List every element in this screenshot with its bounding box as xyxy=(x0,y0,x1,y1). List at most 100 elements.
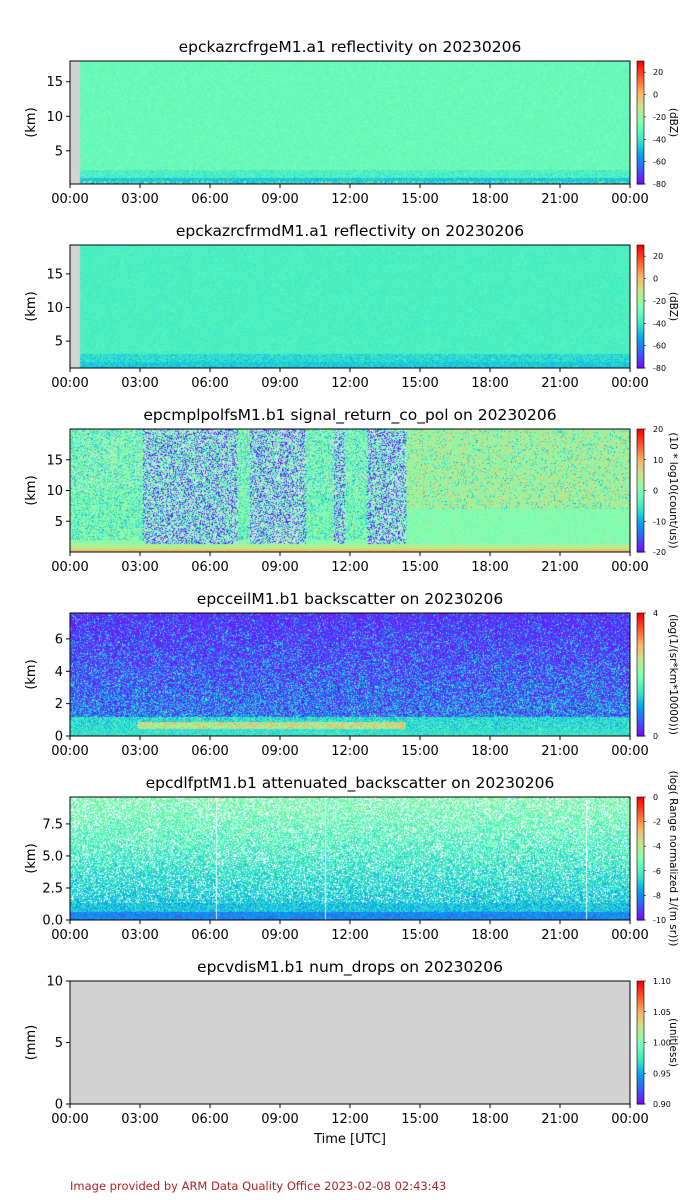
y-axis-label: (km) xyxy=(24,475,39,505)
colorbar-swatch xyxy=(637,868,644,872)
y-tick-label: 2.5 xyxy=(42,881,63,896)
colorbar-swatch xyxy=(637,155,644,158)
colorbar-swatch xyxy=(637,817,644,821)
colorbar-swatch xyxy=(637,703,644,706)
panel-title: epcmplpolfsM1.b1 signal_return_co_pol on… xyxy=(143,406,556,425)
colorbar-swatch xyxy=(637,263,644,267)
colorbar-swatch xyxy=(637,165,644,169)
x-tick-label: 15:00 xyxy=(401,192,438,207)
colorbar-swatch xyxy=(637,690,644,694)
colorbar-tick-label: -60 xyxy=(653,158,666,167)
colorbar-swatch xyxy=(637,799,644,802)
colorbar-swatch xyxy=(637,1024,644,1027)
colorbar-tick-label: 0 xyxy=(653,487,658,496)
colorbar-swatch xyxy=(637,463,644,467)
colorbar-swatch xyxy=(637,175,644,179)
colorbar-swatch xyxy=(637,1017,644,1021)
y-tick-label: 5 xyxy=(55,144,63,159)
colorbar-swatch xyxy=(637,864,644,868)
colorbar-swatch xyxy=(637,850,644,853)
colorbar-swatch xyxy=(637,815,644,819)
colorbar-swatch xyxy=(637,887,644,890)
colorbar-swatch xyxy=(637,825,644,829)
colorbar-swatch xyxy=(637,721,644,725)
colorbar-swatch xyxy=(637,245,644,248)
colorbar-swatch xyxy=(637,89,644,93)
panel-title: epcvdisM1.b1 num_drops on 20230206 xyxy=(197,958,503,977)
x-tick-label: 21:00 xyxy=(541,1112,578,1127)
y-tick-label: 15 xyxy=(46,453,63,468)
colorbar-swatch xyxy=(637,171,644,175)
x-tick-label: 18:00 xyxy=(471,1112,508,1127)
colorbar-swatch xyxy=(637,329,644,332)
colorbar-swatch xyxy=(637,821,644,825)
colorbar-swatch xyxy=(637,1046,644,1050)
colorbar-swatch xyxy=(637,666,644,669)
colorbar-tick-label: -20 xyxy=(653,113,666,122)
x-tick-label: 09:00 xyxy=(261,192,298,207)
colorbar-swatch xyxy=(637,130,644,134)
colorbar-swatch xyxy=(637,727,644,731)
colorbar-tick-label: 0.90 xyxy=(653,1100,671,1109)
y-tick-label: 10 xyxy=(46,110,63,125)
colorbar-tick-label: 0.95 xyxy=(653,1069,671,1078)
colorbar-swatch xyxy=(637,118,644,122)
colorbar-swatch xyxy=(637,482,644,485)
colorbar-swatch xyxy=(637,459,644,463)
colorbar-swatch xyxy=(637,91,644,95)
colorbar-swatch xyxy=(637,905,644,909)
colorbar-swatch xyxy=(637,682,644,686)
colorbar-swatch xyxy=(637,167,644,171)
colorbar-swatch xyxy=(637,494,644,498)
x-tick-label: 12:00 xyxy=(331,928,368,943)
colorbar-swatch xyxy=(637,61,644,64)
colorbar-swatch xyxy=(637,519,644,522)
colorbar-swatch xyxy=(637,631,644,635)
colorbar-swatch xyxy=(637,251,644,254)
colorbar-swatch xyxy=(637,1054,644,1058)
colorbar-swatch xyxy=(637,339,644,342)
colorbar-swatch xyxy=(637,322,644,326)
colorbar-swatch xyxy=(637,674,644,678)
colorbar-swatch xyxy=(637,95,644,99)
colorbar: 20 0 -20 -40 -60 -80 (dBZ) xyxy=(636,244,679,373)
colorbar-swatch xyxy=(637,539,644,543)
colorbar-swatch xyxy=(637,1067,644,1070)
x-tick-label: 15:00 xyxy=(401,1112,438,1127)
colorbar-swatch xyxy=(637,1093,644,1097)
colorbar-swatch xyxy=(637,255,644,258)
colorbar-swatch xyxy=(637,907,644,911)
colorbar-swatch xyxy=(637,1048,644,1052)
colorbar-swatch xyxy=(637,811,644,814)
colorbar-swatch xyxy=(637,1022,644,1025)
colorbar-tick-label: 1.05 xyxy=(653,1008,671,1017)
colorbar-label: (log( Range normalized 1/(m sr))) xyxy=(667,771,679,947)
colorbar-swatch xyxy=(637,104,644,107)
colorbar-label: (10 * log10(count/us)) xyxy=(667,432,679,548)
colorbar-swatch xyxy=(637,1081,644,1085)
colorbar-swatch xyxy=(637,1001,644,1005)
colorbar-swatch xyxy=(637,1007,644,1011)
colorbar-tick-label: -2 xyxy=(653,818,661,827)
x-tick-label: 00:00 xyxy=(51,1112,88,1127)
colorbar-swatch xyxy=(637,987,644,990)
colorbar-swatch xyxy=(637,112,644,115)
colorbar-swatch xyxy=(637,715,644,719)
colorbar-swatch xyxy=(637,991,644,994)
colorbar: 4 0 (log(1/(sr*km*10000))) xyxy=(636,609,679,741)
colorbar-swatch xyxy=(637,249,644,252)
colorbar-swatch xyxy=(637,439,644,442)
colorbar-swatch xyxy=(637,431,644,434)
panel-title: epcceilM1.b1 backscatter on 20230206 xyxy=(197,590,503,608)
colorbar-swatch xyxy=(637,277,644,281)
colorbar-swatch xyxy=(637,298,644,301)
colorbar-swatch xyxy=(637,290,644,293)
colorbar-swatch xyxy=(637,1030,644,1033)
colorbar-swatch xyxy=(637,895,644,899)
colorbar-swatch xyxy=(637,651,644,655)
colorbar-swatch xyxy=(637,819,644,823)
x-tick-label: 00:00 xyxy=(611,928,648,943)
x-tick-label: 18:00 xyxy=(471,560,508,575)
colorbar-swatch xyxy=(637,467,644,471)
